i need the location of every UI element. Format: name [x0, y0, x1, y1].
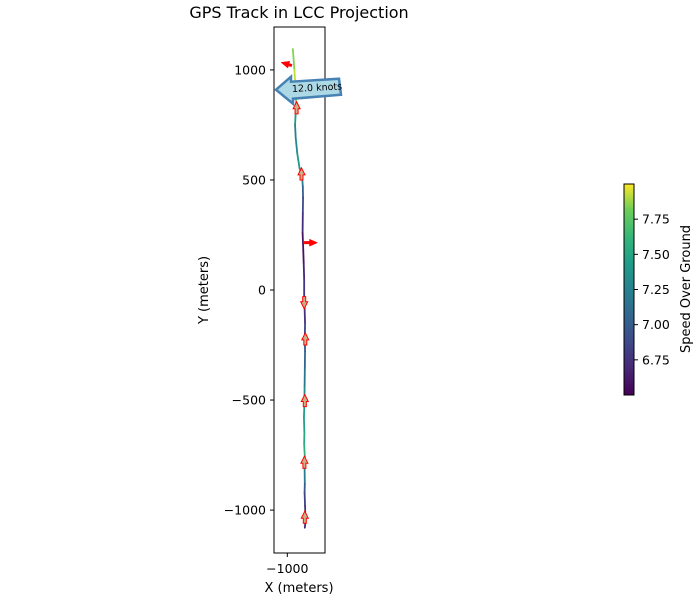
chart-title: GPS Track in LCC Projection: [189, 3, 408, 22]
x-axis-label: X (meters): [264, 581, 333, 596]
heading-arrow: [299, 296, 309, 310]
track-segment: [291, 48, 296, 71]
y-tick-label: 500: [242, 172, 266, 187]
y-tick-label: −500: [232, 393, 266, 408]
plot-area: [291, 48, 307, 529]
y-axis: 1000 500 0 −500 −1000: [224, 62, 274, 518]
heading-arrow: [300, 510, 310, 524]
y-axis-label: Y (meters): [197, 256, 212, 325]
heading-arrow: [297, 166, 306, 181]
heading-arrow: [300, 455, 309, 469]
heading-arrow: [292, 100, 301, 115]
heading-arrow: [300, 331, 310, 346]
heading-arrow: [300, 393, 310, 408]
colorbar-gradient: [623, 183, 635, 396]
callout-label: 12.0 knots: [292, 81, 343, 95]
x-axis: −1000: [266, 553, 308, 576]
axes-frame: [273, 26, 326, 554]
track-segment: [301, 231, 305, 252]
colorbar-tick-label: 7.00: [642, 317, 670, 332]
wind-arrow: [280, 61, 293, 69]
track-segment: [294, 124, 297, 140]
colorbar-tick-label: 7.50: [642, 247, 670, 262]
y-tick-label: −1000: [224, 503, 266, 518]
arrow-layer: [280, 61, 319, 524]
colorbar-ticks: 6.75 7.00 7.25 7.50 7.75: [634, 212, 670, 367]
track-segment: [303, 443, 306, 459]
colorbar: 6.75 7.00 7.25 7.50 7.75 Speed Over Ground: [623, 183, 694, 396]
speed-callout: 12.0 knots: [274, 73, 343, 107]
y-tick-label: 0: [258, 283, 266, 298]
track-segment: [294, 137, 299, 155]
colorbar-label: Speed Over Ground: [679, 225, 694, 353]
wind-arrow: [303, 238, 319, 247]
callout-arrow-shape: [274, 73, 343, 107]
colorbar-tick-label: 7.75: [642, 212, 670, 227]
colorbar-tick-label: 6.75: [642, 352, 670, 367]
track-segment: [296, 152, 301, 169]
x-tick-label: −1000: [266, 561, 308, 576]
colorbar-tick-label: 7.25: [642, 282, 670, 297]
y-tick-label: 1000: [234, 62, 266, 77]
